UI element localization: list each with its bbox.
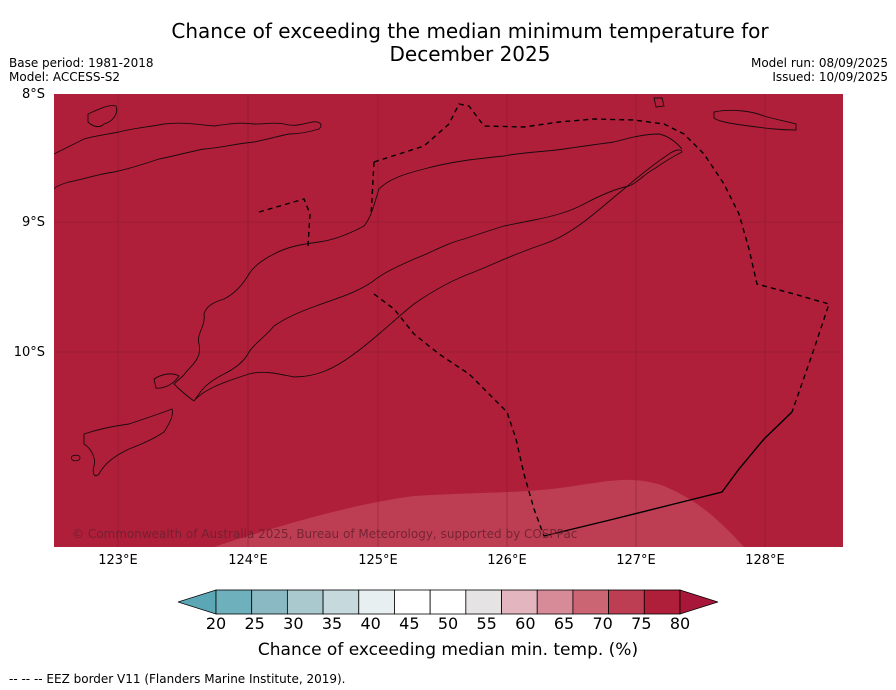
timor-island: [193, 149, 683, 402]
run-info: Model run: 08/09/2025 Issued: 10/09/2025: [751, 56, 888, 84]
forecast-map[interactable]: © Commonwealth of Australia 2025, Bureau…: [54, 94, 843, 547]
title-line-2: December 2025: [389, 42, 551, 66]
colorbar-swatch: [608, 589, 645, 615]
colorbar-svg: [176, 589, 720, 615]
rote-island: [83, 408, 173, 477]
base-period: Base period: 1981-2018: [9, 56, 154, 70]
colorbar-swatch: [322, 589, 360, 615]
small-island-1: [653, 97, 665, 108]
colorbar-extend-low: [176, 589, 217, 615]
issued-date: Issued: 10/09/2025: [772, 70, 888, 84]
colorbar-label: Chance of exceeding median min. temp. (%…: [257, 640, 639, 660]
wetar-island: [87, 105, 118, 128]
colorbar-tick-label: 50: [437, 614, 459, 633]
colorbar-ticks: 20 25 30 35 40 45 50 55 60 65 70 75 80: [178, 615, 718, 635]
probability-field-75: [214, 479, 744, 547]
lat-label-9s: 9°S: [21, 215, 45, 230]
colorbar-swatch: [429, 589, 467, 615]
lat-label-10s: 10°S: [13, 345, 45, 360]
eez-border-solid: [543, 411, 793, 537]
lat-label-8s: 8°S: [21, 87, 45, 102]
lon-label-123e: 123°E: [98, 553, 138, 568]
colorbar-tick-label: 55: [476, 614, 497, 633]
colorbar-swatch: [358, 589, 395, 615]
colorbar-extend-high: [679, 589, 720, 615]
colorbar: [176, 589, 720, 619]
colorbar-swatch: [643, 589, 681, 615]
colorbar-tick-label: 30: [283, 614, 304, 633]
colorbar-swatch: [501, 589, 538, 615]
lon-label-125e: 125°E: [358, 553, 398, 568]
colorbar-swatch: [286, 589, 324, 615]
savu-island: [71, 454, 81, 462]
colorbar-swatch: [572, 589, 610, 615]
copyright-notice: © Commonwealth of Australia 2025, Bureau…: [72, 527, 578, 541]
colorbar-tick-label: 45: [399, 614, 420, 633]
graticule: [54, 94, 843, 547]
eez-border-dashed: [258, 103, 830, 537]
colorbar-tick-label: 75: [631, 614, 652, 633]
colorbar-swatch: [536, 589, 574, 615]
colorbar-swatch: [251, 589, 288, 615]
colorbar-tick-label: 80: [669, 614, 691, 633]
alor-islands: [54, 121, 322, 190]
map-title: Chance of exceeding the median minimum t…: [140, 20, 800, 66]
eez-legend: -- -- -- EEZ border V11 (Flanders Marine…: [9, 672, 346, 686]
timor-north-coast: [173, 133, 683, 402]
map-canvas: [54, 94, 843, 547]
small-island-2: [713, 109, 797, 131]
title-line-1: Chance of exceeding the median minimum t…: [171, 19, 769, 43]
base-info: Base period: 1981-2018 Model: ACCESS-S2: [9, 56, 154, 84]
colorbar-tick-label: 25: [244, 614, 265, 633]
lon-label-127e: 127°E: [616, 553, 656, 568]
colorbar-swatch: [394, 589, 431, 615]
coastlines: [54, 97, 797, 477]
model-name: Model: ACCESS-S2: [9, 70, 121, 84]
colorbar-swatch: [215, 589, 253, 615]
colorbar-tick-label: 65: [553, 614, 575, 633]
colorbar-tick-label: 60: [515, 614, 536, 633]
colorbar-swatch: [465, 589, 502, 615]
lon-label-128e: 128°E: [745, 553, 785, 568]
lon-label-124e: 124°E: [228, 553, 268, 568]
colorbar-tick-label: 40: [360, 614, 381, 633]
colorbar-tick-label: 35: [321, 614, 343, 633]
colorbar-tick-label: 70: [592, 614, 613, 633]
model-run: Model run: 08/09/2025: [750, 56, 888, 70]
semau-island: [153, 373, 180, 389]
colorbar-tick-label: 20: [205, 614, 227, 633]
lon-label-126e: 126°E: [487, 553, 527, 568]
probability-field-80: [54, 94, 843, 547]
